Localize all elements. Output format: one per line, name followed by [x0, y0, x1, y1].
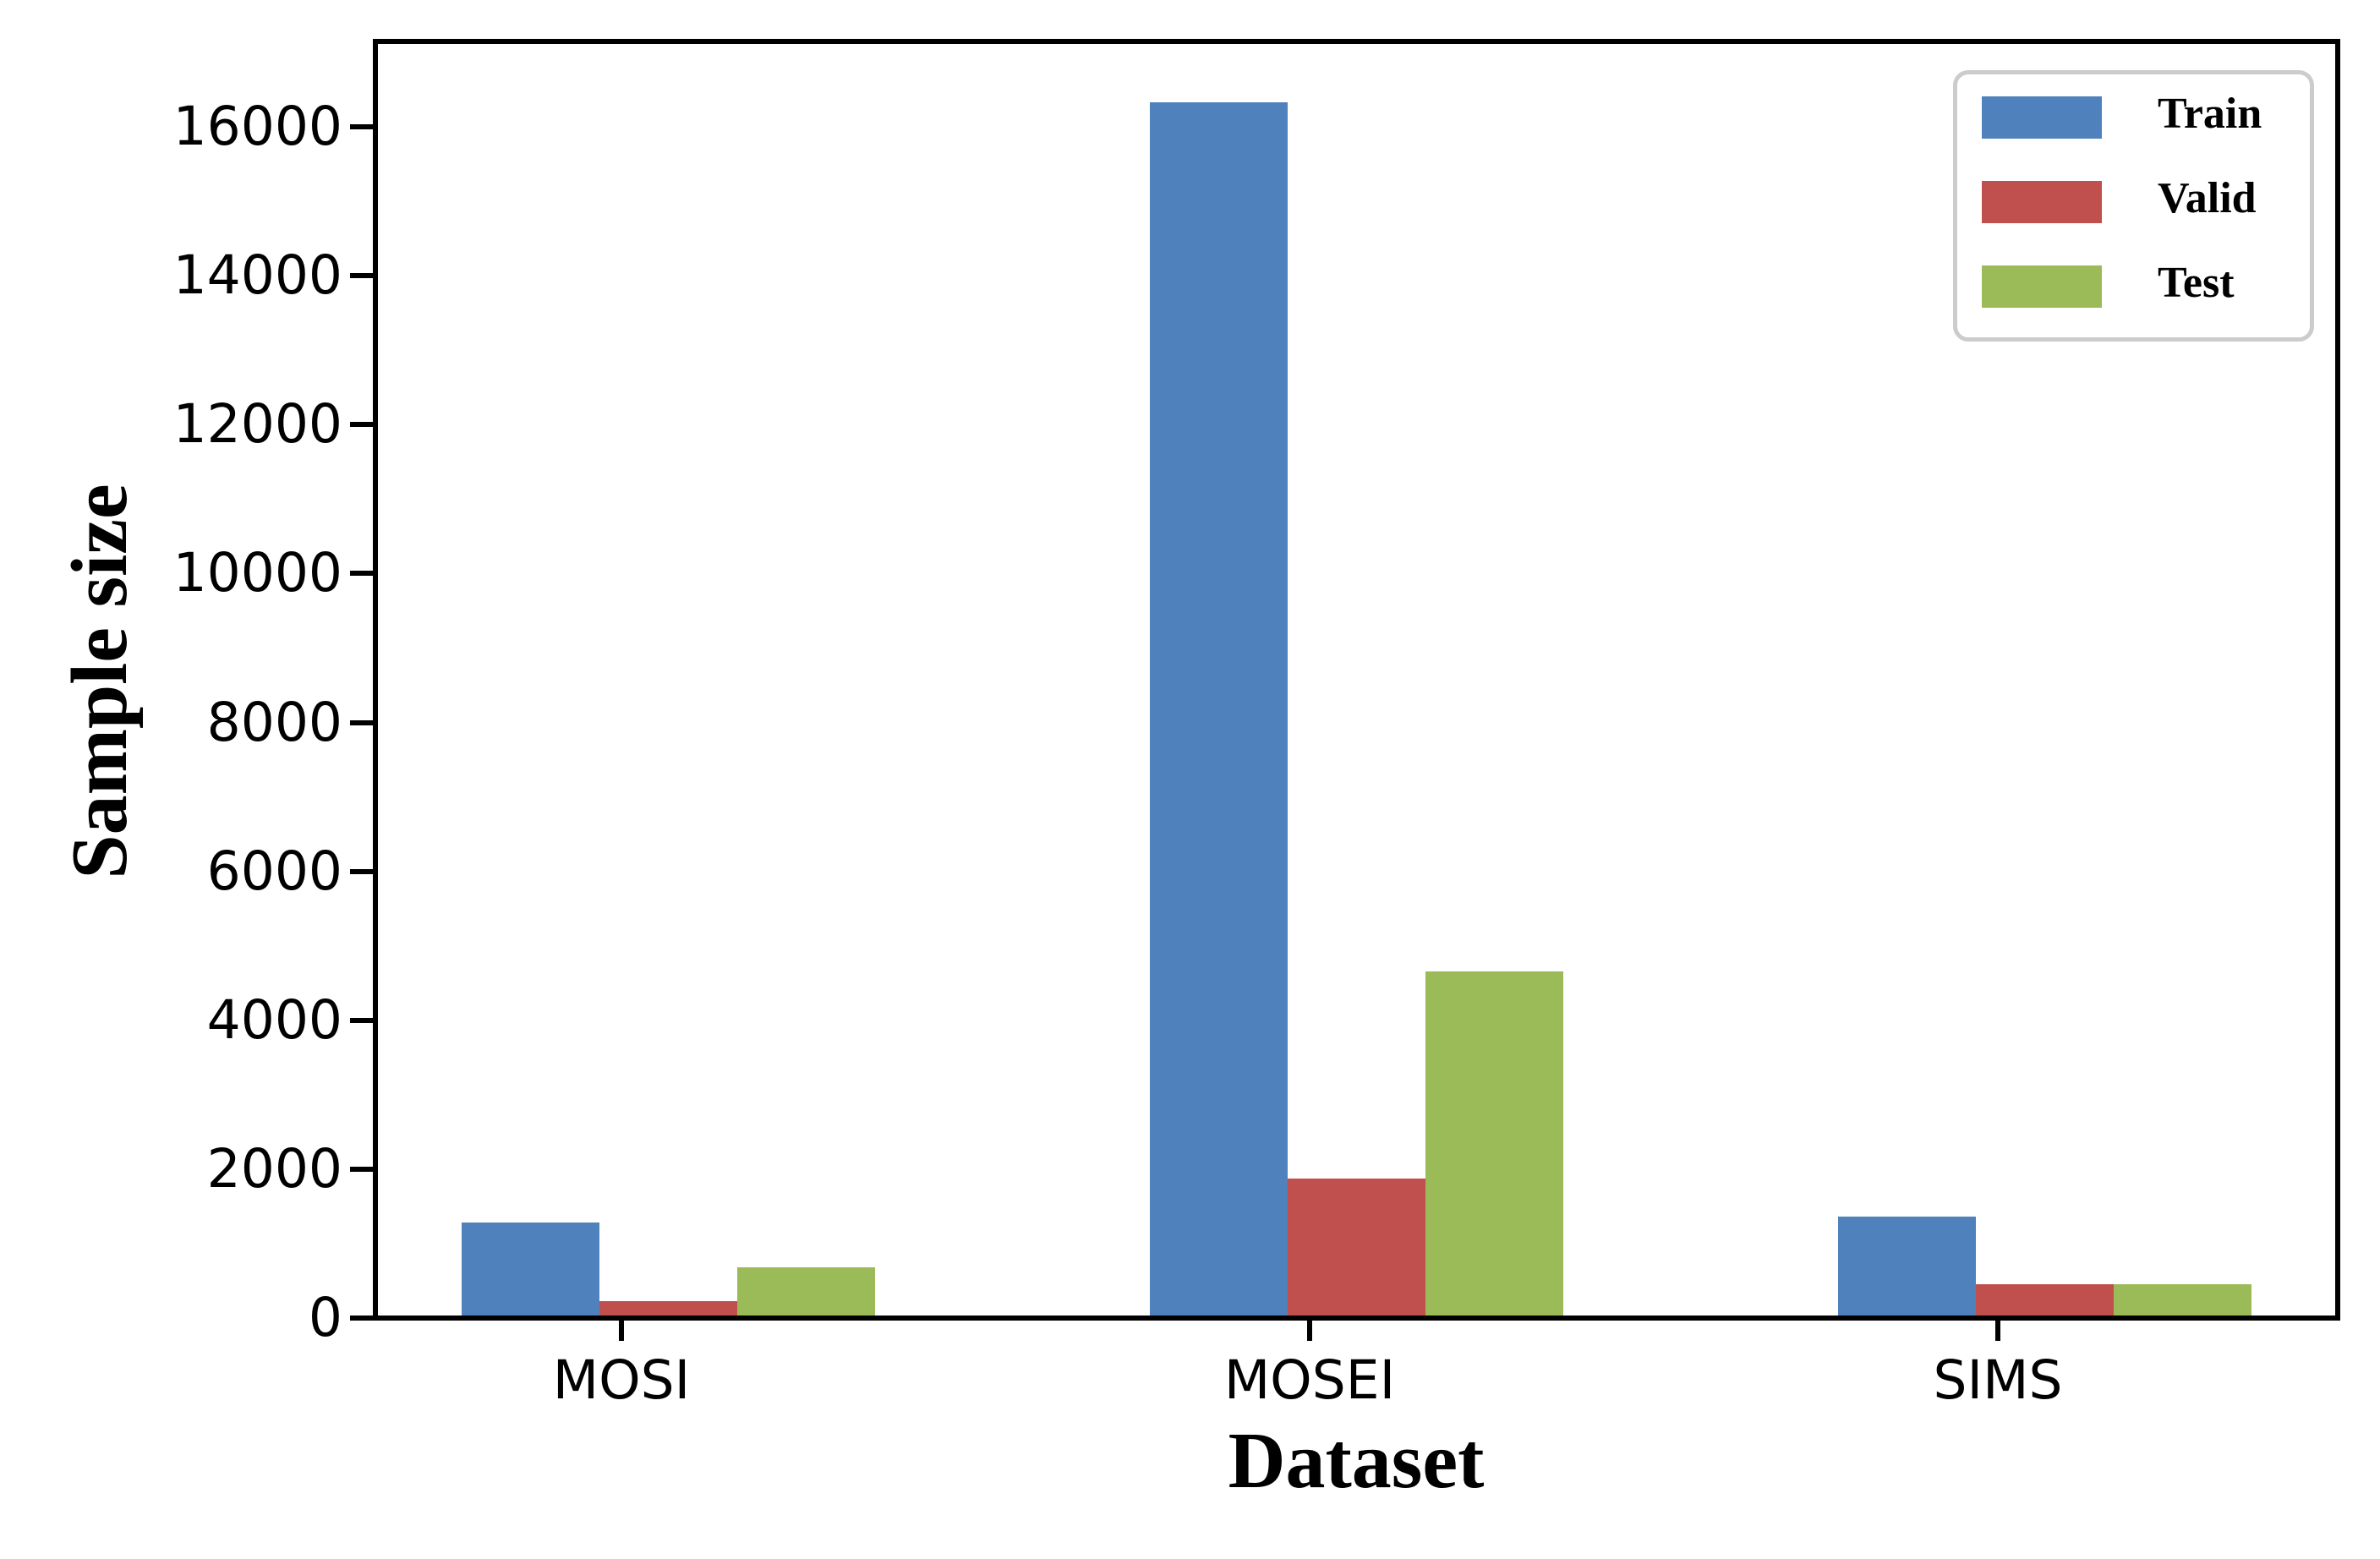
y-tick-label: 16000: [172, 96, 342, 157]
legend-label-train: Train: [2158, 90, 2262, 138]
bar-mosi-test: [737, 1267, 875, 1318]
y-tick-mark: [350, 719, 373, 725]
y-tick-mark: [350, 1017, 373, 1023]
y-tick-mark: [350, 571, 373, 577]
bar-sims-valid: [1976, 1284, 2114, 1318]
bar-mosi-valid: [599, 1301, 737, 1318]
y-tick-label: 12000: [172, 393, 342, 456]
y-tick-mark: [350, 124, 373, 129]
legend-swatch-valid: [1982, 181, 2102, 223]
legend-item-valid: Valid: [1957, 174, 2310, 223]
y-tick-mark: [350, 1316, 373, 1321]
legend-swatch-train: [1982, 96, 2102, 139]
y-tick-label: 14000: [172, 244, 342, 307]
legend-swatch-test: [1982, 265, 2102, 308]
bar-mosei-valid: [1288, 1179, 1425, 1318]
y-tick-label: 2000: [206, 1137, 342, 1200]
y-tick-label: 0: [308, 1287, 342, 1348]
y-tick-label: 10000: [172, 542, 342, 604]
bar-mosei-test: [1425, 971, 1563, 1318]
x-tick-label-sims: SIMS: [1933, 1349, 2063, 1411]
x-tick-label-mosei: MOSEI: [1223, 1349, 1396, 1411]
legend: Train Valid Test: [1953, 70, 2314, 342]
bar-sims-train: [1838, 1217, 1976, 1318]
bar-sims-test: [2114, 1284, 2251, 1318]
y-tick-mark: [350, 1166, 373, 1172]
bar-mosei-train: [1150, 102, 1288, 1318]
y-tick-mark: [350, 868, 373, 874]
x-tick-label-mosi: MOSI: [552, 1349, 691, 1411]
x-tick-mark: [1995, 1321, 2000, 1341]
y-tick-label: 8000: [206, 691, 342, 753]
x-tick-mark: [1307, 1321, 1312, 1341]
y-tick-mark: [350, 422, 373, 428]
y-axis-title: Sample size: [56, 484, 144, 879]
legend-item-test: Test: [1957, 259, 2310, 308]
y-tick-mark: [350, 273, 373, 279]
y-tick-label: 4000: [206, 988, 342, 1051]
legend-item-train: Train: [1957, 90, 2310, 139]
bar-mosi-train: [462, 1223, 599, 1318]
x-axis-title: Dataset: [1228, 1417, 1485, 1505]
x-tick-mark: [619, 1321, 624, 1341]
y-tick-label: 6000: [206, 840, 342, 902]
legend-label-test: Test: [2158, 259, 2235, 307]
legend-label-valid: Valid: [2158, 174, 2257, 222]
